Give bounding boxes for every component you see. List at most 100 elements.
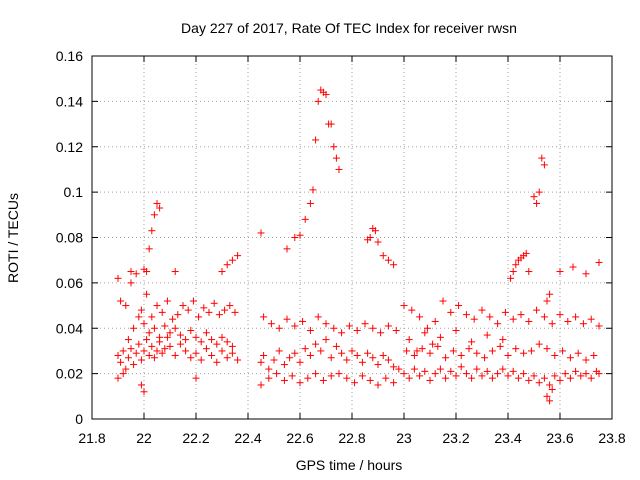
data-point [150, 354, 158, 362]
data-point [572, 313, 580, 321]
data-point [156, 333, 164, 341]
data-point [595, 322, 603, 330]
data-point [260, 313, 268, 321]
data-point [483, 367, 491, 375]
data-point [447, 308, 455, 316]
data-point [192, 349, 200, 357]
data-point [296, 379, 304, 387]
data-point [442, 374, 450, 382]
data-point [114, 274, 122, 282]
data-point [306, 351, 314, 359]
data-point [501, 308, 509, 316]
data-point [114, 351, 122, 359]
data-point [434, 342, 442, 350]
x-tick-label: 23.8 [598, 430, 625, 446]
data-point [322, 320, 330, 328]
data-point [366, 376, 374, 384]
data-point [527, 347, 535, 355]
data-point [384, 356, 392, 364]
data-point [509, 367, 517, 375]
data-point [371, 227, 379, 235]
data-point [218, 268, 226, 276]
y-tick-label: 0.1 [64, 184, 84, 200]
data-point [150, 324, 158, 332]
x-tick-label: 21.8 [78, 430, 105, 446]
data-point [517, 311, 525, 319]
data-point [572, 367, 580, 375]
data-point [270, 356, 278, 364]
data-point [189, 297, 197, 305]
data-point [202, 329, 210, 337]
data-point [130, 361, 138, 369]
data-point [166, 329, 174, 337]
data-point [299, 317, 307, 325]
data-point [509, 315, 517, 323]
data-point [296, 231, 304, 239]
y-tick-labels: 0 0.02 0.04 0.06 0.08 0.1 0.12 0.14 0.16 [56, 48, 83, 427]
data-point [462, 370, 470, 378]
data-point [535, 188, 543, 196]
data-point [413, 347, 421, 355]
data-point [595, 258, 603, 266]
data-point [195, 313, 203, 321]
data-point [436, 333, 444, 341]
data-point [416, 313, 424, 321]
data-point [163, 297, 171, 305]
data-point [275, 347, 283, 355]
data-point [410, 365, 418, 373]
data-point [455, 302, 463, 310]
data-point [353, 327, 361, 335]
data-point [421, 329, 429, 337]
data-point [319, 376, 327, 384]
data-point [478, 306, 486, 314]
data-point [322, 336, 330, 344]
data-point [382, 374, 390, 382]
data-point [374, 381, 382, 389]
data-point [117, 358, 125, 366]
y-tick-label: 0.16 [56, 48, 83, 64]
y-tick-label: 0 [75, 411, 83, 427]
data-point [525, 317, 533, 325]
data-point [332, 342, 340, 350]
data-point [423, 324, 431, 332]
data-point [127, 268, 135, 276]
data-point [551, 351, 559, 359]
data-point [439, 297, 447, 305]
data-point [265, 374, 273, 382]
data-point [153, 302, 161, 310]
data-point [486, 313, 494, 321]
data-point [117, 297, 125, 305]
data-point [335, 165, 343, 173]
data-point [140, 347, 148, 355]
data-point [390, 379, 398, 387]
x-tick-label: 22.2 [182, 430, 209, 446]
data-point [122, 302, 130, 310]
data-point [223, 261, 231, 269]
data-point [582, 370, 590, 378]
data-point [169, 315, 177, 323]
data-point [288, 372, 296, 380]
data-point [384, 256, 392, 264]
data-point [416, 372, 424, 380]
data-point [291, 322, 299, 330]
data-point [291, 234, 299, 241]
data-point [184, 306, 192, 314]
y-tick-label: 0.08 [56, 230, 83, 246]
data-point [327, 120, 335, 128]
data-point [127, 345, 135, 353]
data-point [145, 351, 153, 359]
data-point [150, 211, 158, 219]
data-point [577, 372, 585, 380]
data-point [171, 351, 179, 359]
data-point [569, 263, 577, 271]
data-point [400, 302, 408, 310]
data-point [530, 193, 538, 201]
data-point [301, 345, 309, 353]
data-point [304, 374, 312, 382]
data-point [543, 345, 551, 353]
data-point [520, 349, 528, 357]
y-tick-label: 0.14 [56, 93, 83, 109]
data-point [228, 342, 236, 350]
data-point [379, 252, 387, 260]
